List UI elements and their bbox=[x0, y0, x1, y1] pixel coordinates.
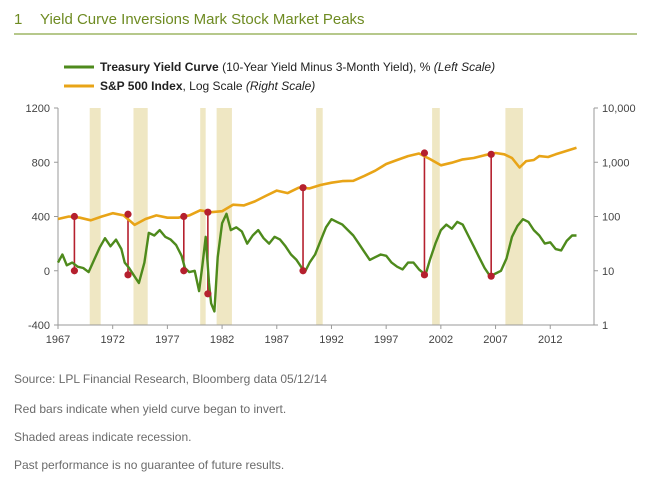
x-tick-label-7: 2002 bbox=[429, 334, 453, 346]
legend-sp-desc: , Log Scale bbox=[183, 79, 246, 93]
inversion-markers bbox=[70, 149, 495, 298]
left-tick-label-1: 0 bbox=[44, 266, 50, 278]
inversion-dot-sp-4 bbox=[299, 184, 307, 192]
left-tick-label-2: 400 bbox=[32, 212, 50, 224]
left-tick-label-3: 800 bbox=[32, 157, 50, 169]
right-tick-label-2: 100 bbox=[602, 212, 620, 224]
inversion-dot-sp-5 bbox=[420, 149, 429, 157]
series-sp500-line bbox=[57, 146, 577, 227]
left-tick-label-0: -400 bbox=[28, 320, 50, 332]
right-tick-label-4: 10,000 bbox=[602, 103, 636, 115]
inversion-dot-yield-5 bbox=[420, 271, 429, 279]
legend-yield-scale: (Left Scale) bbox=[434, 60, 495, 74]
recession-band-1 bbox=[133, 108, 148, 325]
legend-sp: S&P 500 Index, Log Scale (Right Scale) bbox=[100, 79, 315, 93]
x-tick-label-3: 1982 bbox=[210, 334, 234, 346]
x-tick-label-1: 1972 bbox=[100, 334, 124, 346]
note-red-bars: Red bars indicate when yield curve began… bbox=[14, 402, 287, 416]
inversion-dot-sp-2 bbox=[180, 212, 188, 221]
inversion-dot-sp-0 bbox=[70, 212, 79, 221]
left-tick-label-4: 1200 bbox=[26, 103, 50, 115]
x-tick-label-2: 1977 bbox=[155, 334, 179, 346]
recession-band-5 bbox=[432, 108, 440, 325]
right-tick-label-0: 1 bbox=[602, 320, 608, 332]
legend-yield: Treasury Yield Curve (10-Year Yield Minu… bbox=[100, 60, 495, 74]
inversion-dot-sp-1 bbox=[124, 210, 132, 218]
right-tick-label-1: 10 bbox=[602, 266, 614, 278]
x-tick-label-8: 2007 bbox=[483, 334, 507, 346]
x-tick-label-0: 1967 bbox=[46, 334, 70, 346]
axes: -400 0 400 800 1200 1 10 100 1,000 10,000 1967 1972… bbox=[26, 103, 636, 346]
chart: 1 Yield Curve Inversions Mark Stock Mark… bbox=[14, 11, 637, 346]
inversion-dot-sp-6 bbox=[487, 150, 495, 158]
x-tick-label-9: 2012 bbox=[538, 334, 562, 346]
x-tick-label-6: 1997 bbox=[374, 334, 398, 346]
recession-band-2 bbox=[200, 108, 206, 325]
inversion-dot-yield-2 bbox=[180, 267, 188, 275]
x-tick-label-4: 1987 bbox=[265, 334, 289, 346]
legend-yield-desc: (10-Year Yield Minus 3-Month Yield), % bbox=[219, 60, 434, 74]
inversion-dot-yield-6 bbox=[487, 272, 495, 280]
note-disclaimer: Past performance is no guarantee of futu… bbox=[14, 458, 285, 472]
inversion-dot-yield-0 bbox=[70, 267, 79, 275]
recession-band-4 bbox=[316, 108, 323, 325]
inversion-dot-yield-3 bbox=[204, 290, 212, 298]
inversion-dot-yield-1 bbox=[124, 271, 132, 279]
recession-band-6 bbox=[505, 108, 523, 325]
source-note: Source: LPL Financial Research, Bloomber… bbox=[14, 372, 328, 386]
right-tick-label-3: 1,000 bbox=[602, 157, 630, 169]
legend-sp-name: S&P 500 Index bbox=[100, 79, 183, 93]
legend-sp-scale: (Right Scale) bbox=[246, 79, 315, 93]
legend-yield-name: Treasury Yield Curve bbox=[100, 60, 219, 74]
inversion-dot-sp-3 bbox=[204, 208, 212, 216]
figure-number: 1 bbox=[14, 11, 22, 28]
recession-band-0 bbox=[89, 108, 101, 325]
note-shaded: Shaded areas indicate recession. bbox=[14, 430, 192, 444]
inversion-dot-yield-4 bbox=[299, 267, 307, 275]
x-tick-label-5: 1992 bbox=[319, 334, 343, 346]
chart-title: Yield Curve Inversions Mark Stock Market… bbox=[40, 11, 365, 28]
